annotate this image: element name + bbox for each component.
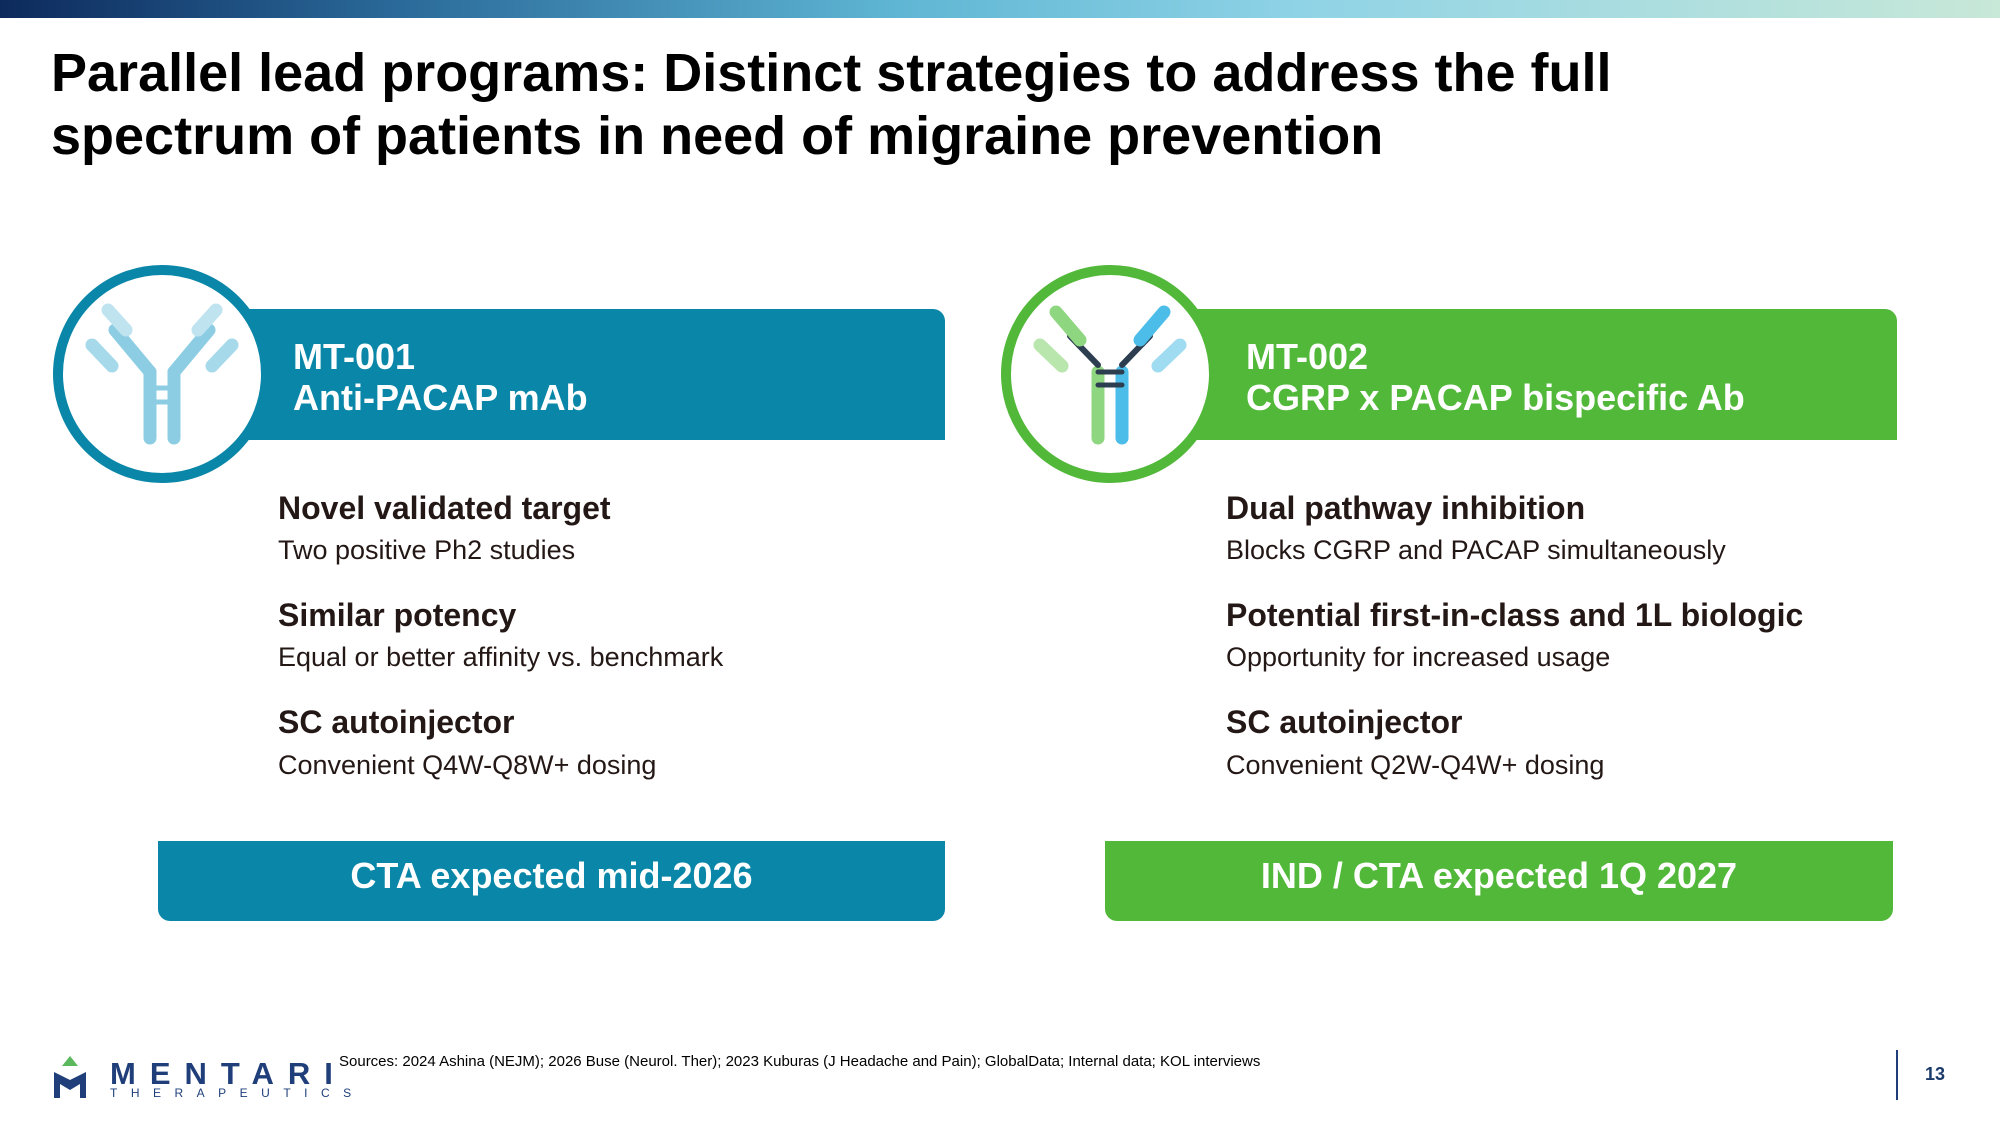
logo-icon: [54, 1056, 86, 1098]
milestone-box: [1105, 841, 1893, 921]
logo-name: MENTARI: [110, 1056, 347, 1091]
logo-tagline: THERAPEUTICS: [110, 1086, 365, 1100]
bullet-heading: SC autoinjector: [1226, 704, 1463, 740]
program-name: CGRP x PACAP bispecific Ab: [1246, 377, 1745, 418]
bullet-heading: Similar potency: [278, 597, 517, 633]
page-number: 13: [1925, 1064, 1946, 1084]
bullet-text: Convenient Q2W-Q4W+ dosing: [1226, 750, 1605, 780]
top-bar: [0, 0, 2000, 18]
bullet-heading: Dual pathway inhibition: [1226, 490, 1586, 526]
icon-circle: [53, 265, 271, 483]
bullet-heading: Potential first-in-class and 1L biologic: [1226, 597, 1804, 633]
program-code: MT-002: [1246, 336, 1369, 377]
bullet-text: Equal or better affinity vs. benchmark: [278, 642, 724, 672]
card-band: [190, 309, 945, 440]
program-code: MT-001: [293, 336, 416, 377]
bullet-heading: Novel validated target: [278, 490, 611, 526]
antibody-icon: [85, 303, 239, 445]
milestone-box: [158, 841, 945, 921]
slide-title: Parallel lead programs: Distinct strateg…: [51, 43, 1612, 166]
bullet-heading: SC autoinjector: [278, 704, 515, 740]
bullet-text: Blocks CGRP and PACAP simultaneously: [1226, 535, 1726, 565]
sources: Sources: 2024 Ashina (NEJM); 2026 Buse (…: [339, 1053, 1261, 1070]
milestone: IND / CTA expected 1Q 2027: [1260, 855, 1738, 896]
card-band: [1193, 309, 1897, 440]
milestone: CTA expected mid-2026: [350, 855, 753, 896]
bullet-text: Convenient Q4W-Q8W+ dosing: [278, 750, 657, 780]
bullet-text: Opportunity for increased usage: [1226, 642, 1611, 672]
program-name: Anti-PACAP mAb: [293, 377, 588, 418]
bullet-text: Two positive Ph2 studies: [278, 535, 576, 565]
antibody-icon: [1033, 305, 1187, 445]
